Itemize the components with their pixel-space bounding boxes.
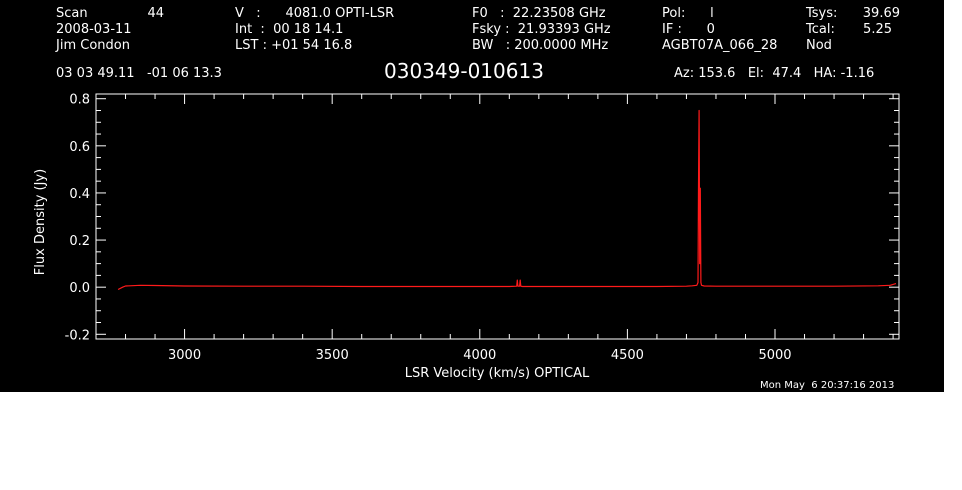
source-coordinates: 03 03 49.11 -01 06 13.3 xyxy=(56,66,222,81)
lst-readout: LST : +01 54 16.8 xyxy=(235,38,353,53)
y-tick-label: 0.4 xyxy=(69,187,90,202)
switching-mode: Nod xyxy=(806,38,832,53)
bandwidth: BW : 200.0000 MHz xyxy=(472,38,609,53)
source-name: 030349-010613 xyxy=(384,59,544,83)
tcal-value: 5.25 xyxy=(863,22,892,37)
x-tick-label: 4500 xyxy=(611,348,644,363)
spectrum-trace-group xyxy=(117,109,897,291)
timestamp: Mon May 6 20:37:16 2013 xyxy=(760,380,895,391)
x-tick-label: 3000 xyxy=(168,348,201,363)
sky-frequency: Fsky : 21.93393 GHz xyxy=(472,22,611,37)
project-id: AGBT07A_066_28 xyxy=(662,38,778,53)
az-el-ha: Az: 153.6 El: 47.4 HA: -1.16 xyxy=(674,66,875,81)
y-tick-label: 0.6 xyxy=(69,140,90,155)
tsys-value: 39.69 xyxy=(862,6,900,21)
tick-labels: 3000 3500 4000 4500 5000 -0.2 0.0 0.2 0.4 0.6 0.8 xyxy=(65,93,792,363)
plot-panel: Scan 44 2008-03-11 Jim Condon V : 4081.0… xyxy=(0,0,944,392)
y-axis-label: Flux Density (Jy) xyxy=(33,169,48,275)
spectrum-trace xyxy=(117,109,897,291)
x-tick-label: 4000 xyxy=(463,348,496,363)
polarization: Pol: l xyxy=(662,6,714,21)
y-tick-label: 0.2 xyxy=(69,234,90,249)
observer-name: Jim Condon xyxy=(56,38,130,53)
x-tick-label: 5000 xyxy=(758,348,791,363)
y-tick-label: 0.0 xyxy=(69,281,90,296)
tsys-label: Tsys: xyxy=(806,6,838,21)
x-axis-label: LSR Velocity (km/s) OPTICAL xyxy=(405,366,590,381)
axis-ticks xyxy=(95,94,899,339)
axes-frame xyxy=(95,93,900,340)
plot-frame xyxy=(95,93,900,340)
velocity-readout: V : 4081.0 OPTI-LSR xyxy=(235,6,395,21)
scan-number: 44 xyxy=(147,6,164,21)
y-tick-label: 0.8 xyxy=(69,93,90,108)
scan-label: Scan xyxy=(56,6,88,21)
if-number: IF : 0 xyxy=(662,22,715,37)
y-tick-label: -0.2 xyxy=(65,328,90,343)
observation-date: 2008-03-11 xyxy=(56,22,132,37)
integration-time: Int : 00 18 14.1 xyxy=(235,22,344,37)
tcal-label: Tcal: xyxy=(806,22,835,37)
x-tick-label: 3500 xyxy=(316,348,349,363)
rest-frequency: F0 : 22.23508 GHz xyxy=(472,6,606,21)
spectrum-chart: 3000 3500 4000 4500 5000-0.20.00.20.40.60.8 … xyxy=(33,93,900,381)
